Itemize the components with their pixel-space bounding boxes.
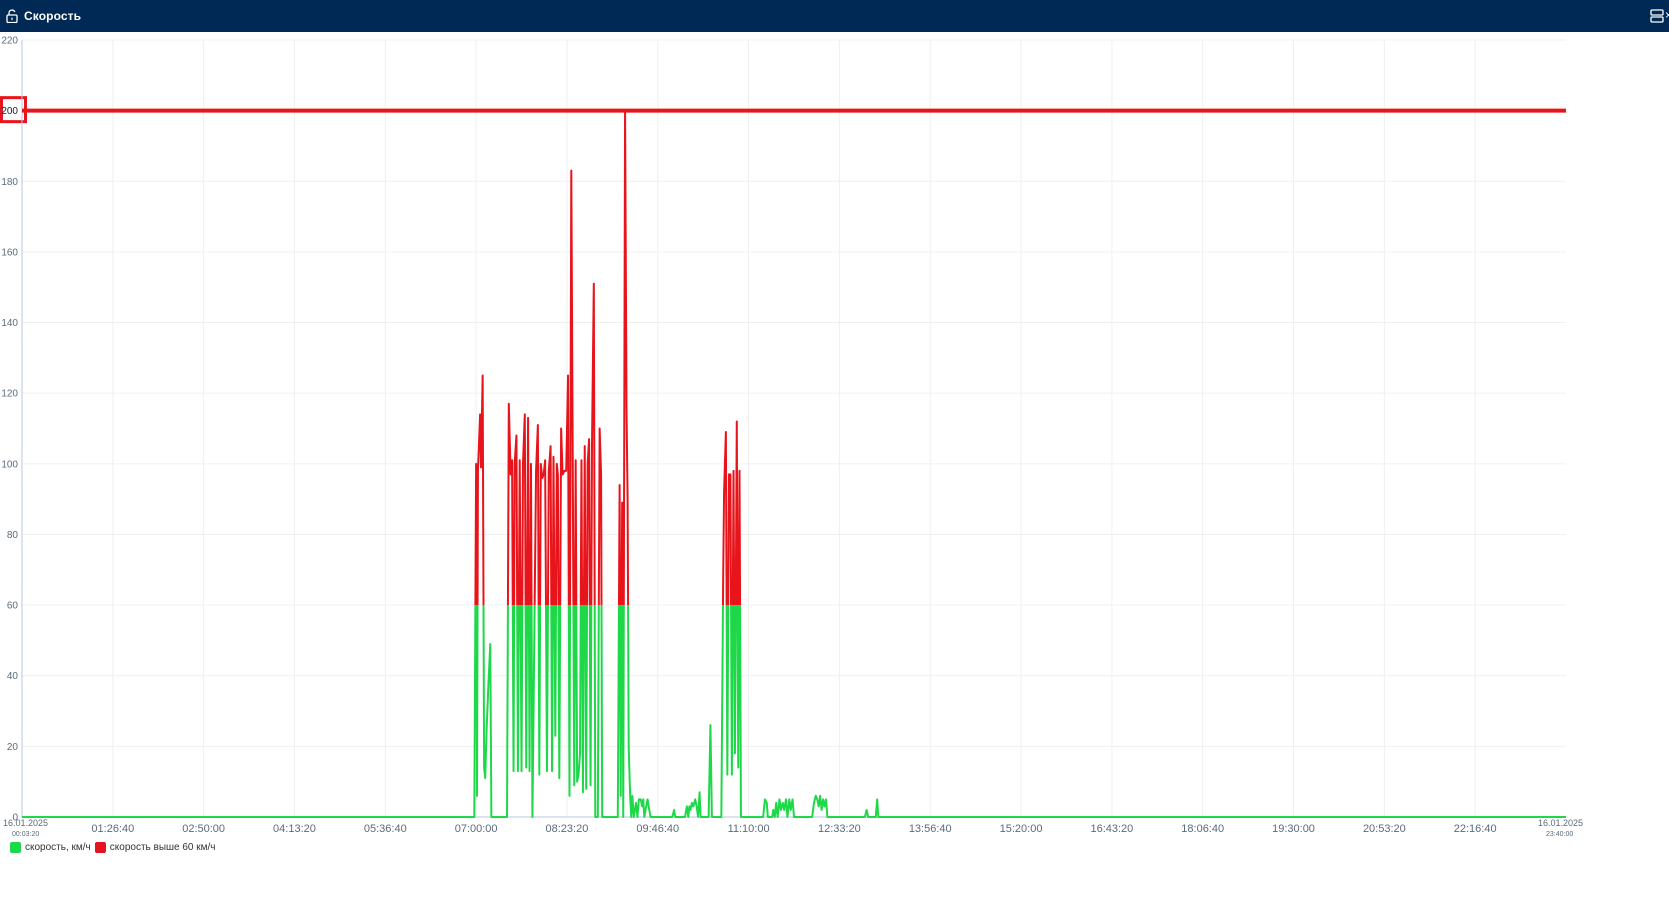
window-title: Скорость <box>24 9 82 23</box>
y-tick-label: 100 <box>1 459 18 470</box>
x-tick-label: 20:53:20 <box>1363 823 1406 835</box>
x-tick-label: 15:20:00 <box>1000 823 1043 835</box>
x-tick-label: 04:13:20 <box>273 823 316 835</box>
y-axis: 0 20 40 60 80 100 120 140 160 180 200 220 <box>0 36 27 824</box>
unlock-icon[interactable] <box>5 8 19 24</box>
y-tick-label: 60 <box>7 601 19 612</box>
x-start-time: 00:03:20 <box>12 831 39 838</box>
x-tick-label: 13:56:40 <box>909 823 952 835</box>
series-speed-line <box>22 605 1566 818</box>
x-tick-label: 02:50:00 <box>182 823 225 835</box>
x-tick-label: 07:00:00 <box>455 823 498 835</box>
close-icon[interactable]: × <box>1665 8 1669 22</box>
legend-swatch-speed <box>10 841 21 853</box>
y-tick-label: 220 <box>1 36 18 47</box>
legend-swatch-overspeed <box>94 841 106 853</box>
x-tick-label: 22:16:40 <box>1454 823 1497 835</box>
legend-label-speed: скорость, км/ч <box>25 841 91 853</box>
x-tick-label: 08:23:20 <box>546 823 589 835</box>
x-tick-label: 01:26:40 <box>91 823 134 835</box>
x-end-date: 16.01.2025 <box>1538 818 1583 828</box>
x-axis: 01:26:40 02:50:00 04:13:20 05:36:40 07:00:00… <box>3 816 1583 838</box>
legend-label-overspeed: скорость выше 60 км/ч <box>109 841 216 853</box>
x-tick-label: 05:36:40 <box>364 823 407 835</box>
x-tick-label: 18:06:40 <box>1181 823 1224 835</box>
y-tick-label: 180 <box>1 177 18 188</box>
x-tick-label: 16:43:20 <box>1090 823 1133 835</box>
legend-item-overspeed[interactable]: скорость выше 60 км/ч <box>94 841 216 853</box>
x-tick-label: 11:10:00 <box>728 823 770 835</box>
x-tick-label: 19:30:00 <box>1272 823 1315 835</box>
x-tick-label: 12:33:20 <box>818 823 861 835</box>
title-bar: Скорость × <box>0 0 1669 32</box>
x-start-date: 16.01.2025 <box>3 818 48 828</box>
y-tick-label: 40 <box>7 671 19 682</box>
y-tick-label: 120 <box>1 389 18 400</box>
layout-icon[interactable] <box>1650 9 1664 23</box>
y-tick-label: 160 <box>1 247 18 258</box>
y-tick-label: 0 <box>12 813 18 824</box>
legend-item-speed[interactable]: скорость, км/ч <box>10 841 91 853</box>
x-end-time: 23:40:00 <box>1546 831 1573 838</box>
chart-series <box>22 108 1566 818</box>
chart-grid <box>22 39 1566 817</box>
y-tick-label: 200 <box>1 106 18 117</box>
x-tick-label: 09:46:40 <box>636 823 679 835</box>
y-tick-label: 80 <box>7 530 19 541</box>
y-tick-label: 140 <box>1 318 18 329</box>
chart-legend: скорость, км/ч скорость выше 60 км/ч <box>10 840 220 854</box>
y-tick-label: 20 <box>7 742 19 753</box>
